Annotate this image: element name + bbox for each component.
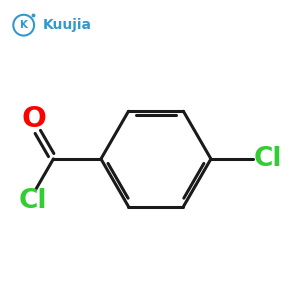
Text: Cl: Cl [253, 146, 282, 172]
Text: O: O [22, 105, 46, 133]
Text: K: K [20, 20, 28, 30]
Text: Kuujia: Kuujia [43, 18, 92, 32]
Text: Cl: Cl [18, 188, 47, 214]
